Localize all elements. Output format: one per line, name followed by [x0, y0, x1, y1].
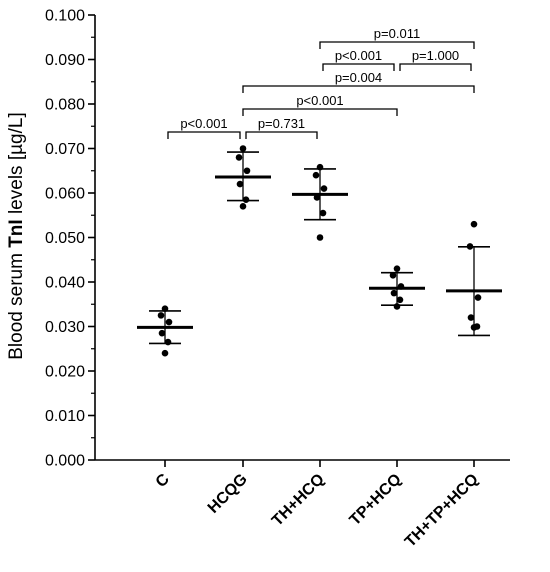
- data-point: [319, 209, 327, 217]
- data-point: [470, 220, 478, 228]
- y-tick-label: 0.010: [45, 408, 85, 425]
- p-value-label: p<0.001: [296, 93, 343, 108]
- bracket-line: [322, 63, 395, 71]
- data-point: [165, 318, 173, 326]
- bracket-line: [167, 131, 241, 139]
- y-tick-label: 0.090: [45, 52, 85, 69]
- data-point: [393, 303, 401, 310]
- y-tick-label: 0.070: [45, 141, 85, 158]
- data-point: [470, 324, 478, 331]
- data-point: [157, 312, 165, 319]
- x-tick-label: C: [153, 470, 174, 491]
- data-group: [446, 220, 502, 337]
- data-point: [396, 296, 404, 304]
- data-point: [158, 329, 166, 337]
- data-point: [235, 154, 243, 161]
- y-axis-label-suffix: levels [µg/L]: [6, 112, 27, 219]
- y-tick-label: 0.020: [45, 364, 85, 381]
- y-tick-label: 0.030: [45, 319, 85, 336]
- significance-bracket: p=1.000: [399, 48, 472, 71]
- x-tick-label: HCQG: [205, 471, 251, 517]
- bracket-line: [319, 41, 475, 49]
- data-group: [369, 265, 425, 310]
- data-groups: [137, 145, 502, 357]
- data-point: [316, 163, 324, 171]
- significance-bracket: p<0.001: [242, 93, 398, 116]
- data-group: [215, 145, 271, 210]
- bracket-line: [399, 63, 472, 71]
- data-point: [312, 171, 320, 179]
- data-point: [239, 203, 247, 210]
- data-point: [320, 185, 328, 192]
- p-value-label: p=0.731: [258, 116, 305, 131]
- data-group: [137, 305, 193, 357]
- p-value-label: p<0.001: [180, 116, 227, 131]
- y-tick-label: 0.050: [45, 230, 85, 247]
- data-point: [313, 194, 321, 201]
- p-value-label: p=1.000: [412, 48, 459, 63]
- y-tick-label: 0.060: [45, 186, 85, 203]
- data-point: [390, 289, 398, 297]
- data-point: [161, 349, 169, 357]
- data-point: [467, 314, 475, 321]
- y-tick-label: 0.040: [45, 275, 85, 292]
- significance-bracket: p<0.001: [167, 116, 241, 139]
- bracket-line: [242, 108, 398, 116]
- y-axis: 0.000 0.010 0.020 0.030 0.040 0.050 0.060 0.070…: [45, 8, 96, 470]
- data-point: [164, 338, 172, 346]
- significance-bracket: p<0.001: [322, 48, 395, 71]
- x-tick-label: TH+TP+HCQ: [402, 471, 482, 551]
- p-value-label: p<0.001: [335, 48, 382, 63]
- y-axis-label-prefix: Blood serum: [6, 248, 27, 360]
- data-point: [316, 234, 324, 241]
- significance-brackets: p<0.001 p=0.731 p<0.001 p=0.004 p<0.001 p=1.0…: [167, 26, 475, 139]
- x-tick-label: TP+HCQ: [347, 471, 405, 529]
- data-point: [161, 305, 169, 313]
- y-tick-label: 0.080: [45, 97, 85, 114]
- data-point: [239, 145, 247, 152]
- bracket-line: [242, 85, 475, 93]
- data-point: [397, 283, 405, 290]
- y-axis-label-bold: TnI: [6, 219, 27, 248]
- significance-bracket: p=0.004: [242, 70, 475, 93]
- data-point: [242, 196, 250, 203]
- data-group: [292, 163, 348, 241]
- data-point: [393, 265, 401, 272]
- data-point: [243, 167, 251, 175]
- y-tick-label: 0.000: [45, 453, 85, 470]
- data-point: [474, 294, 482, 301]
- significance-bracket: p=0.011: [319, 26, 475, 49]
- data-point: [236, 180, 244, 188]
- y-axis-label: Blood serum TnI levels [µg/L]: [6, 112, 27, 360]
- data-point: [466, 243, 474, 250]
- p-value-label: p=0.011: [374, 26, 420, 41]
- bracket-line: [245, 131, 318, 139]
- x-tick-label: TH+HCQ: [269, 471, 328, 530]
- data-point: [389, 272, 397, 279]
- y-tick-label: 0.100: [45, 8, 85, 25]
- significance-bracket: p=0.731: [245, 116, 318, 139]
- p-value-label: p=0.004: [335, 70, 382, 85]
